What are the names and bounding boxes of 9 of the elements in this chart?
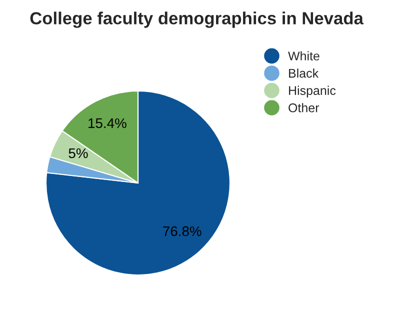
chart-title: College faculty demographics in Nevada xyxy=(30,12,364,28)
pie-slice xyxy=(45,90,231,276)
legend-label: Hispanic xyxy=(289,86,336,98)
data-label: 15.4% xyxy=(88,118,126,128)
legend-label: Black xyxy=(289,68,319,78)
data-label: 5% xyxy=(68,148,88,158)
data-label: 76.8% xyxy=(163,226,202,236)
legend-label: Other xyxy=(288,103,320,112)
legend-label: White xyxy=(288,51,320,60)
